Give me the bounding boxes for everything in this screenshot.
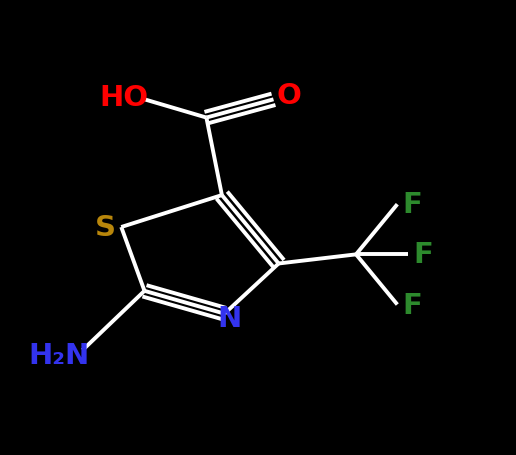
Text: F: F <box>403 191 423 219</box>
Text: O: O <box>277 81 301 110</box>
Text: HO: HO <box>99 84 149 112</box>
Text: N: N <box>218 304 241 333</box>
Text: S: S <box>95 213 116 242</box>
Text: H₂N: H₂N <box>29 341 90 369</box>
Text: F: F <box>403 291 423 319</box>
Text: F: F <box>413 241 433 269</box>
